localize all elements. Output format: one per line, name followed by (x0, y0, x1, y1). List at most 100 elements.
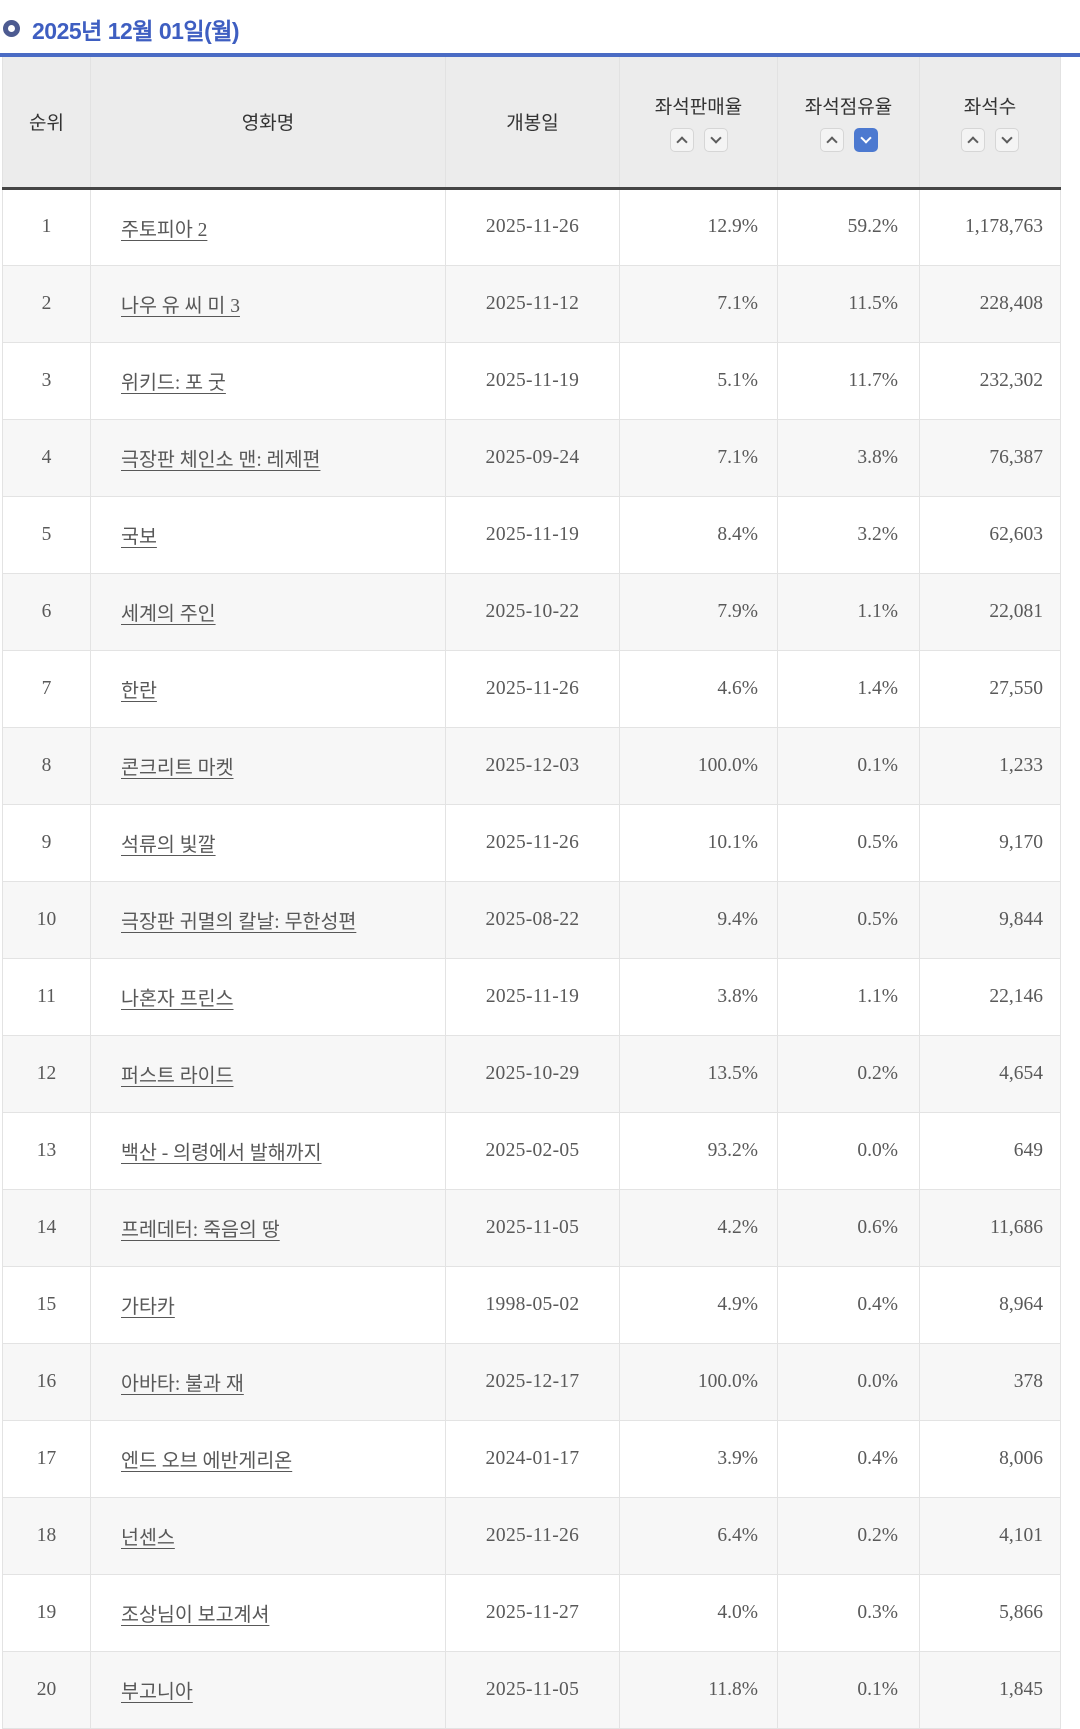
movie-title-link[interactable]: 극장판 체인소 맨: 레제편 (121, 450, 321, 471)
box-office-table: 순위 영화명 개봉일 좌석판매율 좌석점유율 좌석수 1 주토피아 2 2025-11-26 1… (2, 57, 1061, 1729)
seat-sales-rate-cell: 93.2% (619, 1111, 778, 1190)
movie-title-link[interactable]: 프레데터: 죽음의 땅 (121, 1220, 280, 1241)
release-date-cell: 2025-11-12 (445, 264, 620, 343)
movie-title-link[interactable]: 국보 (121, 527, 157, 548)
column-header-title: 영화명 (90, 57, 446, 190)
movie-title-link[interactable]: 부고니아 (121, 1682, 193, 1703)
table-row: 19 조상님이 보고계셔 2025-11-27 4.0% 0.3% 5,866 (2, 1573, 1061, 1652)
seat-count-cell: 1,233 (919, 726, 1061, 805)
release-date-cell: 2025-08-22 (445, 880, 620, 959)
movie-title-link[interactable]: 세계의 주인 (121, 604, 216, 625)
table-row: 3 위키드: 포 굿 2025-11-19 5.1% 11.7% 232,302 (2, 341, 1061, 420)
seat-occupancy-rate-cell: 0.5% (777, 803, 920, 882)
movie-title-link[interactable]: 석류의 빛깔 (121, 835, 216, 856)
table-row: 8 콘크리트 마켓 2025-12-03 100.0% 0.1% 1,233 (2, 726, 1061, 805)
rank-cell: 14 (2, 1188, 91, 1267)
table-row: 18 넌센스 2025-11-26 6.4% 0.2% 4,101 (2, 1496, 1061, 1575)
column-header-seats: 좌석수 (919, 57, 1061, 190)
seat-count-cell: 4,101 (919, 1496, 1061, 1575)
seat-sales-rate-cell: 5.1% (619, 341, 778, 420)
movie-title-cell: 가타카 (90, 1265, 446, 1344)
movie-title-cell: 주토피아 2 (90, 187, 446, 266)
seat-sales-rate-cell: 8.4% (619, 495, 778, 574)
seat-sales-rate-cell: 3.8% (619, 957, 778, 1036)
column-label-date: 개봉일 (506, 113, 559, 135)
rank-cell: 4 (2, 418, 91, 497)
column-label-sale: 좌석판매율 (654, 96, 743, 118)
rank-cell: 12 (2, 1034, 91, 1113)
movie-title-link[interactable]: 넌센스 (121, 1528, 175, 1549)
seat-count-cell: 9,844 (919, 880, 1061, 959)
seat-sales-rate-cell: 4.2% (619, 1188, 778, 1267)
movie-title-link[interactable]: 극장판 귀멸의 칼날: 무한성편 (121, 912, 357, 933)
seat-count-cell: 9,170 (919, 803, 1061, 882)
column-header-date: 개봉일 (445, 57, 620, 190)
seat-occupancy-rate-cell: 3.2% (777, 495, 920, 574)
sort-asc-occ-button[interactable] (819, 127, 844, 152)
sort-desc-occ-button[interactable] (853, 127, 878, 152)
movie-title-cell: 극장판 귀멸의 칼날: 무한성편 (90, 880, 446, 959)
sort-asc-seats-button[interactable] (961, 127, 985, 152)
movie-title-link[interactable]: 주토피아 2 (121, 219, 208, 241)
movie-title-cell: 위키드: 포 굿 (90, 341, 446, 420)
seat-sales-rate-cell: 9.4% (619, 880, 778, 959)
movie-title-cell: 콘크리트 마켓 (90, 726, 446, 805)
seat-occupancy-rate-cell: 59.2% (777, 187, 920, 266)
sort-desc-seats-button[interactable] (995, 127, 1019, 152)
movie-title-link[interactable]: 위키드: 포 굿 (121, 373, 226, 394)
seat-count-cell: 378 (919, 1342, 1061, 1421)
movie-title-link[interactable]: 가타카 (121, 1297, 175, 1318)
rank-cell: 8 (2, 726, 91, 805)
table-row: 15 가타카 1998-05-02 4.9% 0.4% 8,964 (2, 1265, 1061, 1344)
release-date-cell: 2025-11-19 (445, 495, 620, 574)
column-header-rank: 순위 (2, 57, 91, 190)
chevron-down-icon (859, 132, 872, 144)
movie-title-link[interactable]: 나우 유 씨 미 3 (121, 296, 240, 317)
movie-title-link[interactable]: 엔드 오브 에반게리온 (121, 1451, 293, 1472)
movie-title-link[interactable]: 백산 - 의령에서 발해까지 (121, 1143, 322, 1164)
column-label-seats: 좌석수 (963, 96, 1017, 118)
seat-occupancy-rate-cell: 3.8% (777, 418, 920, 497)
rank-cell: 3 (2, 341, 91, 420)
table-row: 11 나혼자 프린스 2025-11-19 3.8% 1.1% 22,146 (2, 957, 1061, 1036)
seat-sales-rate-cell: 7.9% (619, 572, 778, 651)
table-row: 13 백산 - 의령에서 발해까지 2025-02-05 93.2% 0.0% 649 (2, 1111, 1061, 1190)
column-label-occ: 좌석점유율 (804, 96, 893, 118)
movie-title-link[interactable]: 한란 (121, 681, 157, 702)
movie-title-cell: 넌센스 (90, 1496, 446, 1575)
column-header-sale: 좌석판매율 (619, 57, 778, 190)
rank-cell: 6 (2, 572, 91, 651)
movie-title-link[interactable]: 콘크리트 마켓 (121, 758, 234, 779)
movie-title-link[interactable]: 나혼자 프린스 (121, 989, 234, 1010)
movie-title-link[interactable]: 조상님이 보고계셔 (121, 1605, 270, 1626)
seat-count-cell: 8,964 (919, 1265, 1061, 1344)
bullet-ring-icon (3, 20, 20, 37)
movie-title-cell: 세계의 주인 (90, 572, 446, 651)
chevron-up-icon (967, 136, 979, 148)
table-row: 10 극장판 귀멸의 칼날: 무한성편 2025-08-22 9.4% 0.5% 9,84… (2, 880, 1061, 959)
rank-cell: 9 (2, 803, 91, 882)
seat-occupancy-rate-cell: 0.1% (777, 726, 920, 805)
release-date-cell: 2025-11-27 (445, 1573, 620, 1652)
sort-desc-sale-button[interactable] (703, 127, 728, 152)
movie-title-link[interactable]: 퍼스트 라이드 (121, 1066, 234, 1087)
movie-title-cell: 나혼자 프린스 (90, 957, 446, 1036)
seat-occupancy-rate-cell: 1.1% (777, 572, 920, 651)
movie-title-cell: 프레데터: 죽음의 땅 (90, 1188, 446, 1267)
rank-cell: 13 (2, 1111, 91, 1190)
seat-count-cell: 4,654 (919, 1034, 1061, 1113)
sort-asc-sale-button[interactable] (669, 127, 694, 152)
title-underline-rule (0, 53, 1080, 57)
release-date-cell: 1998-05-02 (445, 1265, 620, 1344)
seat-count-cell: 649 (919, 1111, 1061, 1190)
seat-sales-rate-cell: 4.0% (619, 1573, 778, 1652)
seat-occupancy-rate-cell: 0.5% (777, 880, 920, 959)
table-row: 12 퍼스트 라이드 2025-10-29 13.5% 0.2% 4,654 (2, 1034, 1061, 1113)
seat-sales-rate-cell: 10.1% (619, 803, 778, 882)
movie-title-cell: 아바타: 불과 재 (90, 1342, 446, 1421)
seat-sales-rate-cell: 100.0% (619, 726, 778, 805)
seat-count-cell: 8,006 (919, 1419, 1061, 1498)
table-row: 2 나우 유 씨 미 3 2025-11-12 7.1% 11.5% 228,408 (2, 264, 1061, 343)
movie-title-link[interactable]: 아바타: 불과 재 (121, 1374, 244, 1395)
table-row: 6 세계의 주인 2025-10-22 7.9% 1.1% 22,081 (2, 572, 1061, 651)
